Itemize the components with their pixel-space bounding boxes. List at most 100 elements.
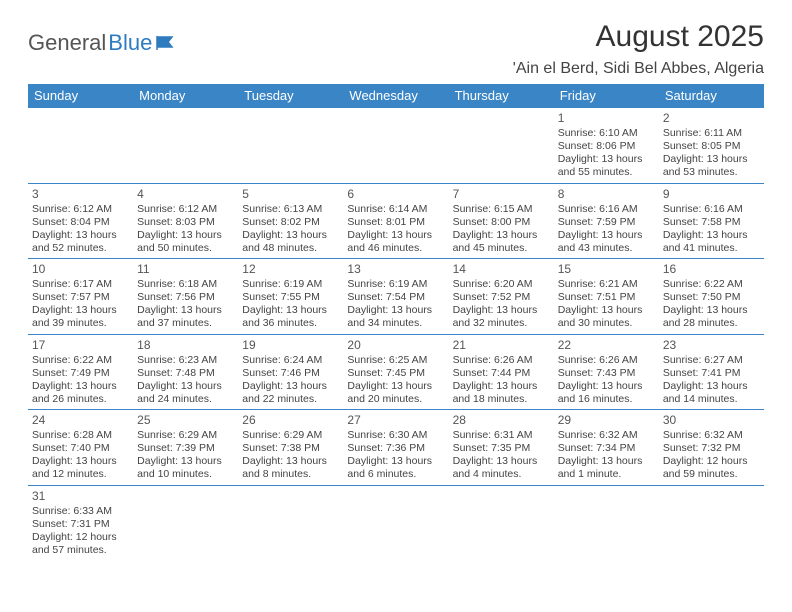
- dayhead-fri: Friday: [554, 84, 659, 108]
- sunset-text: Sunset: 7:49 PM: [32, 367, 129, 380]
- sunset-text: Sunset: 7:54 PM: [347, 291, 444, 304]
- day-number: 8: [558, 187, 655, 202]
- calendar-cell: 31Sunrise: 6:33 AMSunset: 7:31 PMDayligh…: [28, 485, 133, 560]
- daylight-text: Daylight: 13 hours: [663, 380, 760, 393]
- daylight-text: Daylight: 13 hours: [347, 304, 444, 317]
- day-number: 24: [32, 413, 129, 428]
- calendar-cell: 4Sunrise: 6:12 AMSunset: 8:03 PMDaylight…: [133, 183, 238, 259]
- daylight-text: and 55 minutes.: [558, 166, 655, 179]
- daylight-text: and 14 minutes.: [663, 393, 760, 406]
- day-number: 3: [32, 187, 129, 202]
- calendar-row: 17Sunrise: 6:22 AMSunset: 7:49 PMDayligh…: [28, 334, 764, 410]
- calendar-cell: 16Sunrise: 6:22 AMSunset: 7:50 PMDayligh…: [659, 259, 764, 335]
- daylight-text: Daylight: 13 hours: [347, 229, 444, 242]
- daylight-text: and 59 minutes.: [663, 468, 760, 481]
- calendar-cell: 22Sunrise: 6:26 AMSunset: 7:43 PMDayligh…: [554, 334, 659, 410]
- daylight-text: Daylight: 12 hours: [663, 455, 760, 468]
- sunset-text: Sunset: 8:03 PM: [137, 216, 234, 229]
- daylight-text: Daylight: 13 hours: [137, 380, 234, 393]
- day-number: 29: [558, 413, 655, 428]
- day-number: 11: [137, 262, 234, 277]
- sunrise-text: Sunrise: 6:15 AM: [453, 203, 550, 216]
- sunset-text: Sunset: 7:41 PM: [663, 367, 760, 380]
- daylight-text: and 39 minutes.: [32, 317, 129, 330]
- day-number: 12: [242, 262, 339, 277]
- flag-icon: [156, 34, 178, 52]
- sunset-text: Sunset: 7:31 PM: [32, 518, 129, 531]
- sunset-text: Sunset: 7:51 PM: [558, 291, 655, 304]
- calendar-cell: [238, 108, 343, 184]
- sunrise-text: Sunrise: 6:29 AM: [242, 429, 339, 442]
- calendar-cell: 2Sunrise: 6:11 AMSunset: 8:05 PMDaylight…: [659, 108, 764, 184]
- sunset-text: Sunset: 7:32 PM: [663, 442, 760, 455]
- sunset-text: Sunset: 7:34 PM: [558, 442, 655, 455]
- calendar-cell: 19Sunrise: 6:24 AMSunset: 7:46 PMDayligh…: [238, 334, 343, 410]
- daylight-text: Daylight: 13 hours: [663, 304, 760, 317]
- sunset-text: Sunset: 7:59 PM: [558, 216, 655, 229]
- calendar-cell: 15Sunrise: 6:21 AMSunset: 7:51 PMDayligh…: [554, 259, 659, 335]
- calendar-cell: [659, 485, 764, 560]
- day-number: 18: [137, 338, 234, 353]
- sunset-text: Sunset: 8:05 PM: [663, 140, 760, 153]
- daylight-text: Daylight: 13 hours: [558, 229, 655, 242]
- calendar-cell: 8Sunrise: 6:16 AMSunset: 7:59 PMDaylight…: [554, 183, 659, 259]
- sunrise-text: Sunrise: 6:11 AM: [663, 127, 760, 140]
- header: GeneralBlue August 2025: [28, 20, 764, 56]
- sunset-text: Sunset: 7:56 PM: [137, 291, 234, 304]
- daylight-text: Daylight: 13 hours: [663, 229, 760, 242]
- daylight-text: and 53 minutes.: [663, 166, 760, 179]
- sunrise-text: Sunrise: 6:24 AM: [242, 354, 339, 367]
- sunset-text: Sunset: 8:01 PM: [347, 216, 444, 229]
- daylight-text: Daylight: 13 hours: [558, 455, 655, 468]
- day-number: 22: [558, 338, 655, 353]
- day-number: 4: [137, 187, 234, 202]
- day-number: 2: [663, 111, 760, 126]
- day-number: 16: [663, 262, 760, 277]
- calendar-cell: 11Sunrise: 6:18 AMSunset: 7:56 PMDayligh…: [133, 259, 238, 335]
- logo-text-blue: Blue: [108, 30, 152, 56]
- dayhead-wed: Wednesday: [343, 84, 448, 108]
- sunrise-text: Sunrise: 6:16 AM: [663, 203, 760, 216]
- sunset-text: Sunset: 7:43 PM: [558, 367, 655, 380]
- daylight-text: Daylight: 13 hours: [453, 455, 550, 468]
- daylight-text: and 36 minutes.: [242, 317, 339, 330]
- day-number: 25: [137, 413, 234, 428]
- daylight-text: and 24 minutes.: [137, 393, 234, 406]
- daylight-text: Daylight: 13 hours: [242, 455, 339, 468]
- calendar-cell: 21Sunrise: 6:26 AMSunset: 7:44 PMDayligh…: [449, 334, 554, 410]
- logo: GeneralBlue: [28, 30, 178, 56]
- sunset-text: Sunset: 7:39 PM: [137, 442, 234, 455]
- daylight-text: and 20 minutes.: [347, 393, 444, 406]
- sunset-text: Sunset: 7:57 PM: [32, 291, 129, 304]
- daylight-text: Daylight: 13 hours: [453, 304, 550, 317]
- daylight-text: and 4 minutes.: [453, 468, 550, 481]
- daylight-text: Daylight: 13 hours: [453, 229, 550, 242]
- calendar-row: 10Sunrise: 6:17 AMSunset: 7:57 PMDayligh…: [28, 259, 764, 335]
- sunrise-text: Sunrise: 6:20 AM: [453, 278, 550, 291]
- calendar-cell: 28Sunrise: 6:31 AMSunset: 7:35 PMDayligh…: [449, 410, 554, 486]
- daylight-text: and 43 minutes.: [558, 242, 655, 255]
- day-number: 31: [32, 489, 129, 504]
- calendar-cell: 7Sunrise: 6:15 AMSunset: 8:00 PMDaylight…: [449, 183, 554, 259]
- calendar-cell: [449, 108, 554, 184]
- sunset-text: Sunset: 7:44 PM: [453, 367, 550, 380]
- daylight-text: Daylight: 13 hours: [453, 380, 550, 393]
- sunset-text: Sunset: 7:46 PM: [242, 367, 339, 380]
- day-number: 26: [242, 413, 339, 428]
- sunrise-text: Sunrise: 6:30 AM: [347, 429, 444, 442]
- calendar-body: 1Sunrise: 6:10 AMSunset: 8:06 PMDaylight…: [28, 108, 764, 561]
- daylight-text: Daylight: 13 hours: [663, 153, 760, 166]
- calendar-cell: [343, 485, 448, 560]
- calendar-cell: 24Sunrise: 6:28 AMSunset: 7:40 PMDayligh…: [28, 410, 133, 486]
- daylight-text: and 45 minutes.: [453, 242, 550, 255]
- day-number: 5: [242, 187, 339, 202]
- calendar-cell: 1Sunrise: 6:10 AMSunset: 8:06 PMDaylight…: [554, 108, 659, 184]
- daylight-text: Daylight: 13 hours: [137, 304, 234, 317]
- daylight-text: and 16 minutes.: [558, 393, 655, 406]
- day-number: 6: [347, 187, 444, 202]
- daylight-text: and 8 minutes.: [242, 468, 339, 481]
- sunrise-text: Sunrise: 6:23 AM: [137, 354, 234, 367]
- dayhead-mon: Monday: [133, 84, 238, 108]
- calendar-cell: 5Sunrise: 6:13 AMSunset: 8:02 PMDaylight…: [238, 183, 343, 259]
- calendar-cell: 29Sunrise: 6:32 AMSunset: 7:34 PMDayligh…: [554, 410, 659, 486]
